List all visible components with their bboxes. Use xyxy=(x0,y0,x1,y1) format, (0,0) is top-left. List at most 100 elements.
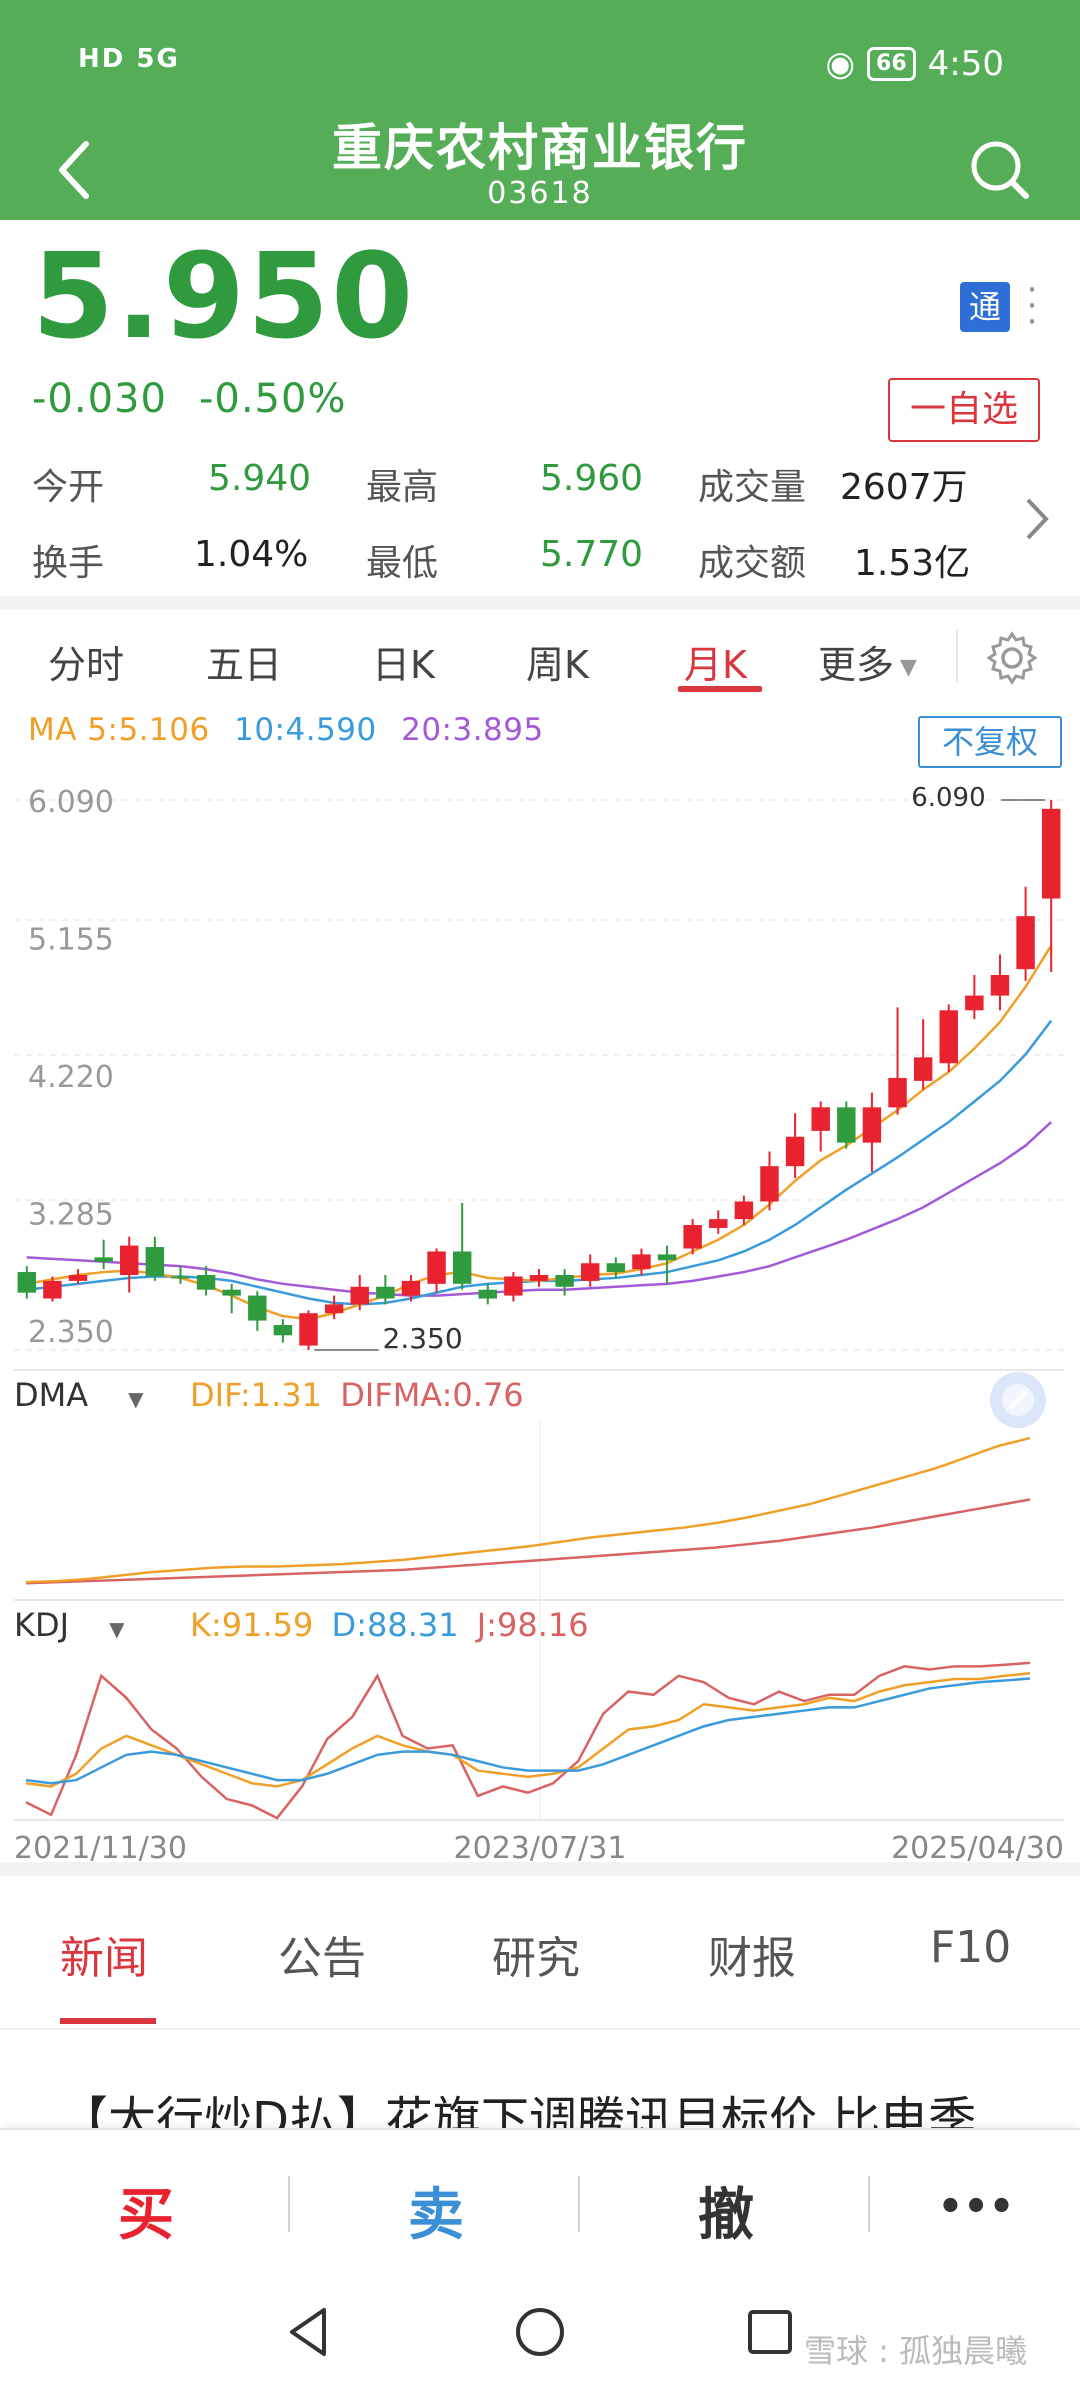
ma10-value: 10:4.590 xyxy=(234,712,377,748)
trade-divider xyxy=(288,2176,290,2232)
candle xyxy=(709,1210,728,1234)
candle xyxy=(734,1195,754,1225)
high-label: 6.090 xyxy=(911,783,985,813)
kline-chart[interactable]: 6.090 5.155 4.220 3.285 2.350 6.090 2.350 202… xyxy=(0,700,1080,1870)
candle xyxy=(939,1004,958,1073)
ma-legend: MA 5:5.106 10:4.590 20:3.895 xyxy=(28,712,544,748)
tab-divider xyxy=(956,630,958,682)
back-button[interactable] xyxy=(44,130,104,210)
news-tabs: 新闻 公告 研究 财报 F10 xyxy=(0,1868,1080,2028)
candle xyxy=(837,1101,856,1149)
tab-f10[interactable]: F10 xyxy=(930,1922,1012,1973)
chart-settings-button[interactable] xyxy=(982,628,1042,688)
tab-research[interactable]: 研究 xyxy=(492,1933,580,1984)
candle-body xyxy=(196,1275,216,1290)
ma5-value: MA 5:5.106 xyxy=(28,712,210,748)
chart-grid xyxy=(14,799,1064,1821)
adjust-mode-button[interactable]: 不复权 xyxy=(918,716,1062,768)
tab-news[interactable]: 新闻 xyxy=(60,1933,148,1984)
candle xyxy=(222,1283,241,1314)
tab-weekly-k[interactable]: 周K xyxy=(526,643,589,687)
dma-difma: DIFMA:0.76 xyxy=(340,1376,524,1414)
stat-label-volume: 成交量 xyxy=(698,467,807,508)
moving-average-lines xyxy=(26,944,1053,1321)
y-tick-label: 2.350 xyxy=(28,1315,114,1350)
x-tick-label: 2023/07/31 xyxy=(454,1831,627,1866)
tab-monthly-k[interactable]: 月K xyxy=(684,643,747,687)
candle-body xyxy=(94,1257,113,1262)
low-label: 2.350 xyxy=(383,1322,463,1355)
tab-daily-k[interactable]: 日K xyxy=(372,643,435,687)
chart-tabs: 分时 五日 日K 周K 月K 更多 ▼ xyxy=(0,610,1080,700)
candle-body xyxy=(657,1254,677,1261)
tab-five-day[interactable]: 五日 xyxy=(206,643,283,687)
candle xyxy=(427,1248,446,1293)
candle xyxy=(17,1266,37,1299)
candle-body xyxy=(632,1254,651,1270)
candle xyxy=(504,1272,523,1302)
trade-more-button[interactable]: ••• xyxy=(937,2184,1015,2230)
search-button[interactable] xyxy=(960,130,1040,210)
stat-label-amount: 成交额 xyxy=(698,543,807,584)
buy-button[interactable]: 买 xyxy=(118,2183,174,2248)
candle-body xyxy=(581,1263,600,1281)
candle-body xyxy=(990,975,1010,996)
kdj-indicator-select[interactable]: KDJ ▼ xyxy=(14,1606,124,1644)
candle xyxy=(145,1236,165,1281)
x-tick-label: 2025/04/30 xyxy=(891,1831,1064,1866)
candle-body xyxy=(350,1286,369,1305)
chevron-left-icon xyxy=(59,141,89,199)
stats-expand-button[interactable] xyxy=(1016,494,1056,544)
kdj-values: K:91.59 D:88.31 J:98.16 xyxy=(190,1606,589,1644)
candle-body xyxy=(529,1275,549,1281)
candle xyxy=(888,1007,907,1115)
more-vertical-icon[interactable]: · · · xyxy=(1026,270,1038,342)
trade-divider xyxy=(578,2176,580,2232)
connect-badge[interactable]: 通 xyxy=(960,282,1010,332)
tab-more[interactable]: 更多 ▼ xyxy=(818,634,917,689)
candle xyxy=(94,1239,113,1270)
add-to-watchlist-button[interactable]: 一自选 xyxy=(888,378,1040,442)
stat-value-turnover: 1.04% xyxy=(194,534,309,575)
candle-body xyxy=(427,1251,446,1284)
candle-body xyxy=(606,1263,626,1273)
dif-line xyxy=(25,1436,1031,1584)
candlesticks xyxy=(17,800,1061,1350)
nav-recents-icon[interactable] xyxy=(740,2302,800,2362)
stat-label-open: 今开 xyxy=(32,467,105,508)
tab-financials[interactable]: 财报 xyxy=(708,1933,796,1984)
change-percent: -0.50% xyxy=(198,376,347,422)
trade-bar: 买 卖 撤 ••• xyxy=(0,2128,1080,2276)
candle-body xyxy=(478,1289,497,1299)
tab-intraday[interactable]: 分时 xyxy=(48,643,125,687)
cancel-order-button[interactable]: 撤 xyxy=(698,2183,754,2248)
ma5-line xyxy=(26,944,1053,1321)
candle xyxy=(376,1275,395,1305)
tab-announcements[interactable]: 公告 xyxy=(278,1933,366,1984)
dma-dif: DIF:1.31 xyxy=(190,1376,323,1414)
stock-name: 重庆农村商业银行 xyxy=(332,119,748,177)
nav-home-icon[interactable] xyxy=(510,2302,570,2362)
candle xyxy=(683,1219,702,1255)
news-headline[interactable]: 【大行炒D払】花旗下调腾讯目标价 比电季 xyxy=(60,2092,977,2130)
candle-body xyxy=(43,1280,62,1299)
active-tab-indicator xyxy=(678,686,762,692)
stat-value-volume: 2607万 xyxy=(840,467,968,508)
candle-body xyxy=(504,1276,523,1296)
kdj-panel xyxy=(25,1661,1031,1820)
draw-tool-button[interactable] xyxy=(990,1372,1046,1428)
dma-indicator-select[interactable]: DMA ▼ xyxy=(14,1376,144,1414)
candle xyxy=(632,1248,651,1275)
ma20-line xyxy=(26,1121,1053,1297)
kdj-d: D:88.31 xyxy=(331,1606,459,1644)
candle-body xyxy=(299,1313,318,1346)
nav-back-icon[interactable] xyxy=(280,2302,340,2362)
candle xyxy=(248,1291,267,1331)
candle xyxy=(555,1269,574,1296)
candle xyxy=(760,1151,779,1211)
kdj-d-line xyxy=(25,1677,1031,1785)
active-news-tab-indicator xyxy=(60,2018,156,2024)
candle xyxy=(401,1275,421,1302)
eye-icon: ◉ xyxy=(825,44,856,84)
sell-button[interactable]: 卖 xyxy=(408,2183,464,2248)
